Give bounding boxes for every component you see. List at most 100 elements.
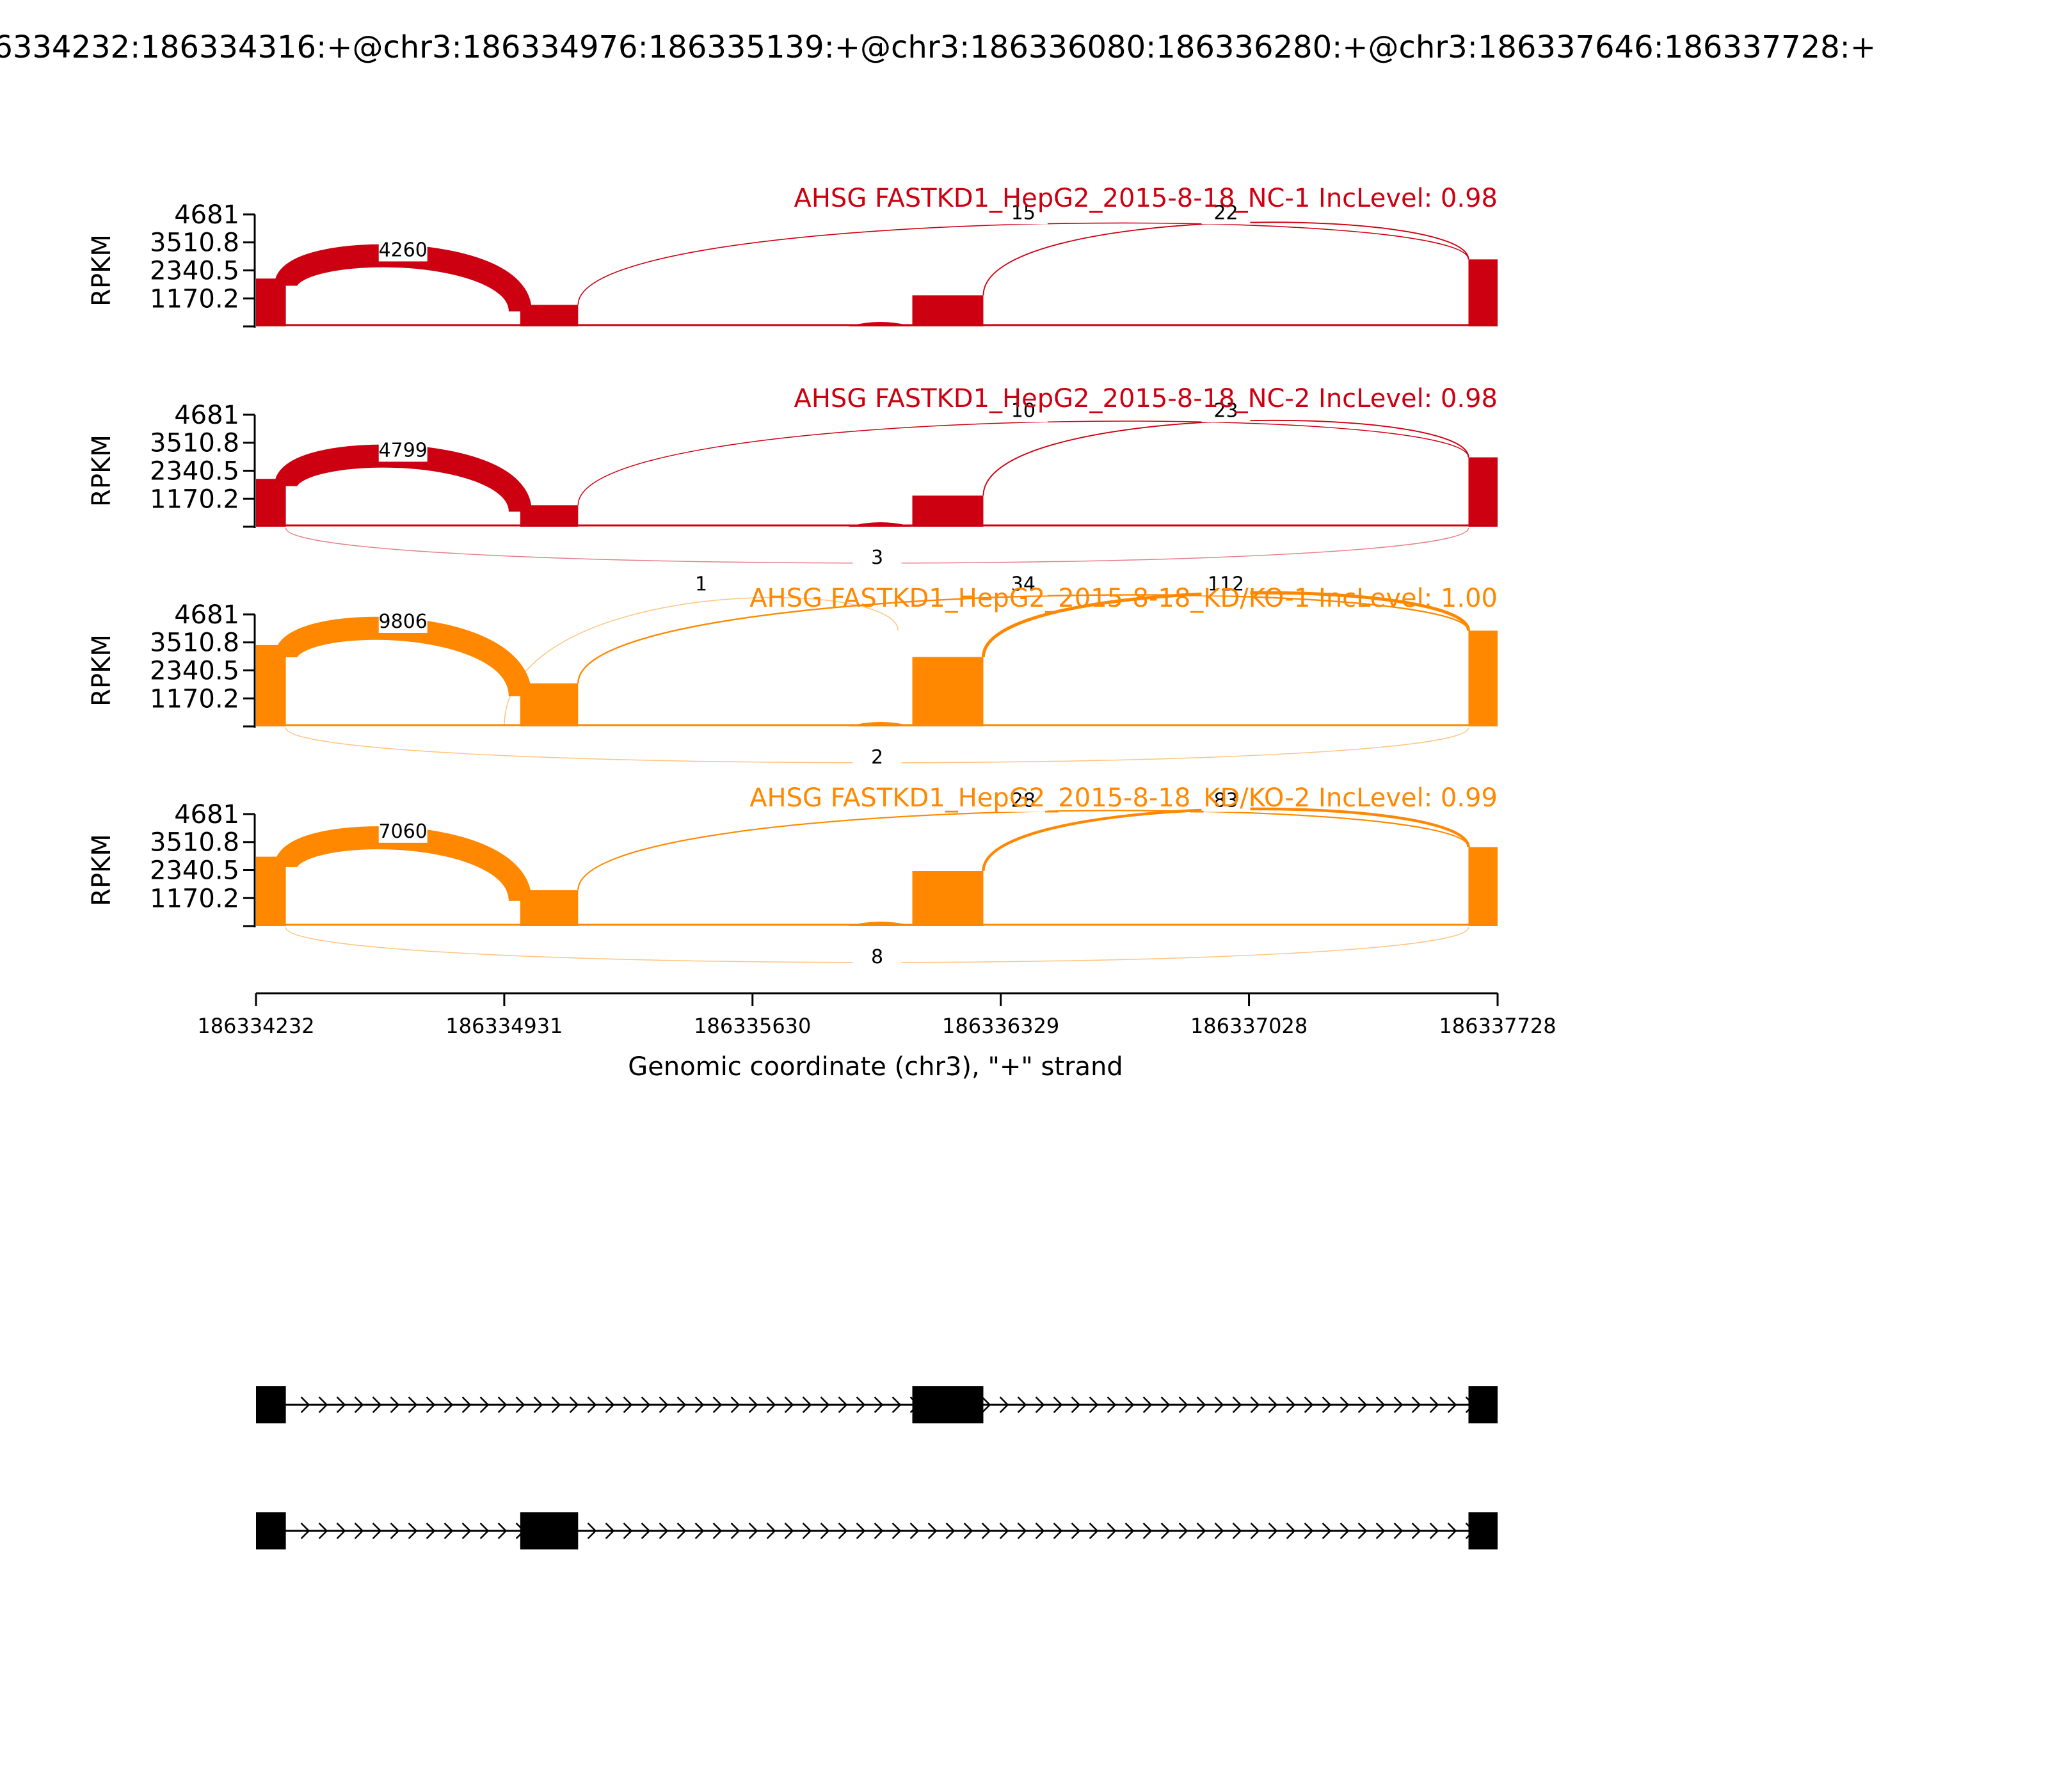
strand-arrow [1178, 1523, 1188, 1539]
strand-arrow [1053, 1523, 1063, 1539]
junction-count-label: 7060 [379, 820, 428, 843]
strand-arrow [1286, 1396, 1296, 1413]
strand-arrow [1250, 1396, 1260, 1413]
strand-arrow [479, 1523, 490, 1539]
junction-count-label: 4260 [379, 239, 428, 261]
strand-arrow [318, 1523, 328, 1539]
strand-arrow [1286, 1523, 1296, 1539]
junction-count-label: 2 [871, 746, 883, 769]
exon-coverage [1468, 259, 1498, 326]
junction-count-label: 34 [1011, 573, 1036, 595]
strand-arrow [1160, 1396, 1171, 1413]
y-tick-label: 3510.8 [150, 228, 239, 258]
y-axis-label: RPKM [87, 634, 116, 707]
exon-coverage [256, 856, 286, 926]
exon-block [256, 1386, 286, 1423]
strand-arrow [300, 1396, 310, 1413]
y-tick-label: 4681 [174, 600, 239, 630]
junction-label-bg [378, 611, 428, 633]
strand-arrow [712, 1396, 723, 1413]
strand-arrow [1232, 1396, 1242, 1413]
strand-arrow [1107, 1396, 1117, 1413]
strand-arrow [1429, 1396, 1439, 1413]
strand-arrow [874, 1523, 884, 1539]
junction-label-bg [852, 947, 902, 968]
strand-arrow [1250, 1523, 1260, 1539]
strand-arrow [820, 1523, 830, 1539]
junction-label-bg [998, 400, 1048, 422]
strand-arrow [856, 1523, 866, 1539]
y-tick-label: 4681 [174, 200, 239, 230]
strand-arrow [748, 1396, 758, 1413]
y-tick-label: 2340.5 [150, 457, 239, 486]
strand-arrow [1393, 1396, 1404, 1413]
y-tick-label: 3510.8 [150, 429, 239, 458]
exon-coverage [912, 295, 984, 326]
y-tick-label: 1170.2 [150, 884, 239, 913]
strand-arrow [318, 1396, 328, 1413]
junction-count-label: 15 [1011, 202, 1036, 224]
y-tick-label: 4681 [174, 401, 239, 430]
junction-arc [274, 444, 532, 513]
strand-arrow [336, 1523, 346, 1539]
strand-arrow [999, 1523, 1009, 1539]
figure-title: chr3:186334232:186334316:+@chr3:18633497… [0, 29, 1876, 65]
strand-arrow [1124, 1523, 1135, 1539]
y-tick-label: 1170.2 [150, 284, 239, 314]
exon-coverage [912, 495, 984, 527]
junction-arc [577, 594, 1469, 684]
strand-arrow [1142, 1396, 1153, 1413]
strand-arrow [1142, 1523, 1153, 1539]
strand-arrow [408, 1523, 418, 1539]
junction-arc [274, 244, 532, 313]
strand-arrow [1357, 1396, 1368, 1413]
strand-arrow [1160, 1523, 1171, 1539]
strand-arrow [479, 1396, 490, 1413]
x-tick-label: 186337028 [1190, 1014, 1308, 1038]
strand-arrow [390, 1523, 400, 1539]
strand-arrow [605, 1396, 615, 1413]
strand-arrow [623, 1523, 633, 1539]
x-tick-label: 186335630 [694, 1014, 811, 1038]
junction-arc [577, 222, 1469, 305]
junction-arc [274, 616, 532, 698]
strand-arrow [1053, 1396, 1063, 1413]
strand-arrow [408, 1396, 418, 1413]
coverage-bump [848, 722, 913, 726]
strand-arrow [1196, 1396, 1206, 1413]
y-tick-label: 2340.5 [150, 856, 239, 886]
strand-arrow [659, 1523, 669, 1539]
strand-arrow [1304, 1396, 1314, 1413]
junction-label-bg [378, 440, 428, 462]
coverage-bump [848, 922, 913, 926]
strand-arrow [892, 1396, 902, 1413]
coverage-bump [848, 322, 913, 326]
junction-label-bg [1201, 400, 1251, 422]
panel-title: AHSG FASTKD1_HepG2_2015-8-18_KD/KO-1 Inc… [749, 584, 1498, 613]
strand-arrow [659, 1396, 669, 1413]
junction-count-label: 9806 [379, 611, 428, 633]
exon-coverage [912, 657, 984, 726]
junction-label-bg [998, 790, 1048, 812]
strand-arrow [856, 1396, 866, 1413]
junction-label-bg [852, 547, 902, 569]
y-tick-label: 2340.5 [150, 657, 239, 686]
strand-arrow [1196, 1523, 1206, 1539]
strand-arrow [1447, 1396, 1457, 1413]
strand-arrow [1035, 1396, 1045, 1413]
exon-block [1468, 1386, 1498, 1423]
strand-arrow [444, 1396, 454, 1413]
junction-count-label: 112 [1208, 573, 1244, 595]
exon-coverage [1468, 630, 1498, 726]
junction-arc [982, 807, 1470, 872]
strand-arrow [426, 1523, 436, 1539]
strand-arrow [981, 1523, 991, 1539]
strand-arrow [1411, 1396, 1421, 1413]
strand-arrow [1124, 1396, 1135, 1413]
strand-arrow [587, 1396, 597, 1413]
strand-arrow [892, 1523, 902, 1539]
panel-title: AHSG FASTKD1_HepG2_2015-8-18_KD/KO-2 Inc… [749, 783, 1498, 813]
strand-arrow [730, 1396, 740, 1413]
